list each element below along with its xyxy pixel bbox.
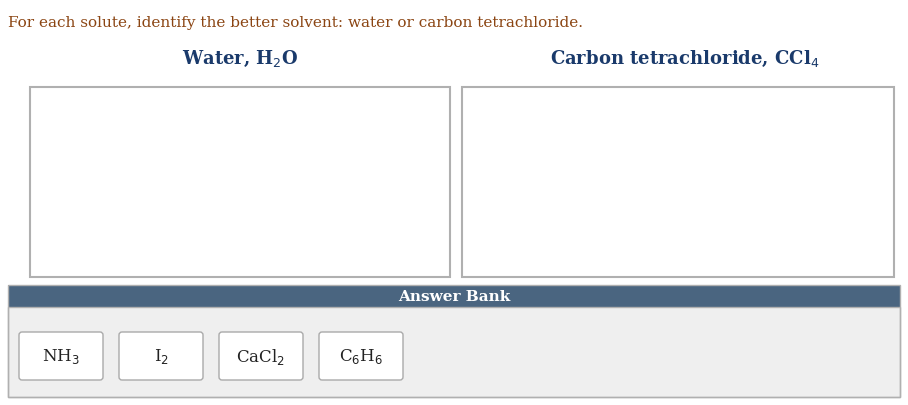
- FancyBboxPatch shape: [119, 332, 203, 380]
- FancyBboxPatch shape: [219, 332, 303, 380]
- FancyBboxPatch shape: [8, 285, 900, 307]
- Text: Water, H$_2$O: Water, H$_2$O: [182, 49, 298, 69]
- Text: I$_2$: I$_2$: [153, 347, 169, 366]
- FancyBboxPatch shape: [462, 88, 894, 277]
- Text: For each solute, identify the better solvent: water or carbon tetrachloride.: For each solute, identify the better sol…: [8, 16, 583, 30]
- Text: Carbon tetrachloride, CCl$_4$: Carbon tetrachloride, CCl$_4$: [550, 49, 820, 69]
- Text: C$_6$H$_6$: C$_6$H$_6$: [339, 347, 383, 366]
- Text: Answer Bank: Answer Bank: [398, 289, 510, 303]
- FancyBboxPatch shape: [19, 332, 103, 380]
- FancyBboxPatch shape: [319, 332, 403, 380]
- Text: NH$_3$: NH$_3$: [42, 347, 80, 366]
- FancyBboxPatch shape: [8, 307, 900, 397]
- FancyBboxPatch shape: [30, 88, 450, 277]
- Text: CaCl$_2$: CaCl$_2$: [236, 346, 285, 366]
